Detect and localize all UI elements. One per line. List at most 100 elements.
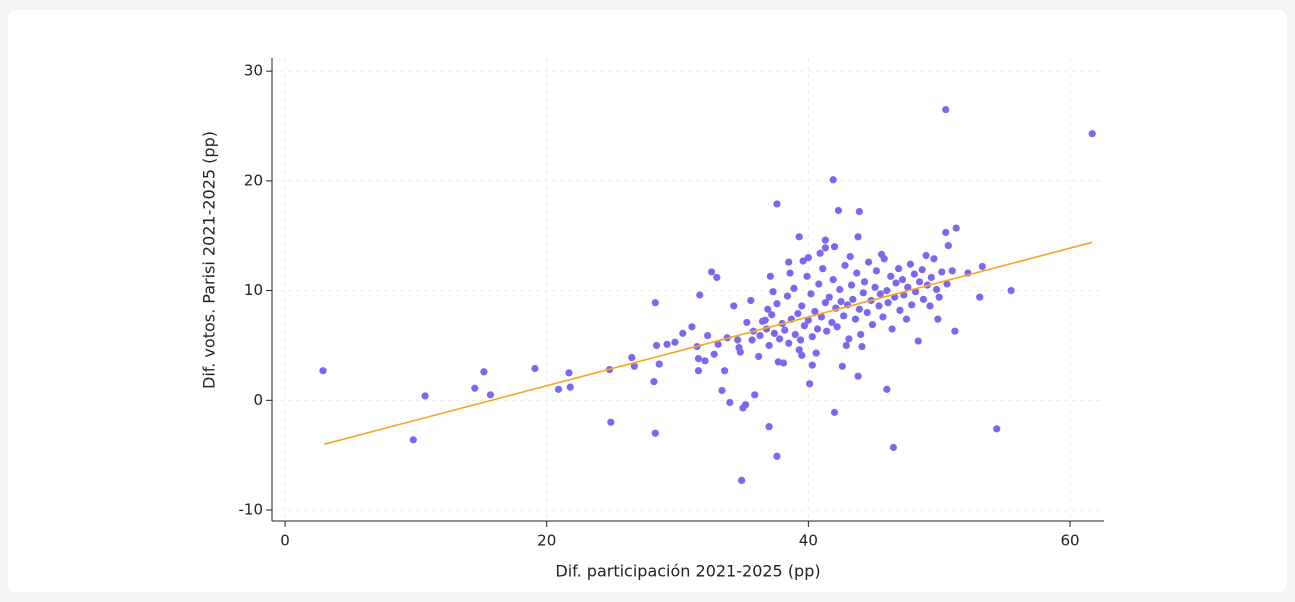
point xyxy=(978,262,986,271)
point xyxy=(486,391,495,399)
point xyxy=(872,267,880,275)
point xyxy=(707,268,716,276)
point xyxy=(565,369,573,377)
point xyxy=(765,423,773,431)
point xyxy=(895,265,903,273)
point xyxy=(823,327,831,335)
x-tick-label: 0 xyxy=(280,532,290,550)
point xyxy=(630,362,638,370)
point xyxy=(531,364,539,373)
point xyxy=(845,335,853,343)
y-tick-label: 10 xyxy=(244,281,263,299)
point xyxy=(773,300,781,308)
point xyxy=(859,289,867,297)
point xyxy=(804,254,812,262)
point xyxy=(651,429,659,437)
point xyxy=(701,357,709,365)
card xyxy=(8,10,1287,592)
point xyxy=(710,350,718,358)
point xyxy=(786,269,794,277)
point xyxy=(829,176,837,184)
point xyxy=(773,200,781,208)
point xyxy=(794,310,802,318)
point xyxy=(714,340,722,348)
point xyxy=(825,293,833,301)
point xyxy=(816,249,824,257)
point xyxy=(871,283,879,291)
point xyxy=(730,302,738,310)
point xyxy=(902,315,911,323)
fit-line xyxy=(324,241,1093,445)
point xyxy=(919,295,928,303)
point xyxy=(319,367,327,375)
point xyxy=(480,368,488,376)
point xyxy=(837,297,845,306)
point xyxy=(566,383,574,391)
point xyxy=(841,261,849,269)
point xyxy=(769,288,777,296)
point xyxy=(993,425,1001,433)
point xyxy=(861,278,869,286)
point xyxy=(795,346,803,354)
point xyxy=(943,280,951,288)
point xyxy=(908,301,916,309)
point xyxy=(951,327,959,335)
point xyxy=(663,340,671,348)
point xyxy=(930,255,938,263)
point xyxy=(421,392,429,400)
point xyxy=(795,233,803,241)
point xyxy=(829,276,837,284)
point xyxy=(628,353,636,362)
point xyxy=(471,384,479,392)
point xyxy=(726,398,734,407)
point xyxy=(694,367,703,375)
point xyxy=(887,272,895,280)
x-tick-label: 60 xyxy=(1060,532,1079,550)
point xyxy=(798,302,806,310)
point xyxy=(838,362,846,370)
point xyxy=(694,355,703,363)
point xyxy=(812,349,820,357)
y-tick-label: 30 xyxy=(244,62,263,80)
point xyxy=(888,325,896,333)
point xyxy=(803,272,811,280)
point xyxy=(747,296,755,305)
point xyxy=(813,325,822,333)
point xyxy=(806,380,814,388)
point xyxy=(409,436,417,444)
point xyxy=(821,236,829,244)
point xyxy=(741,401,750,409)
point xyxy=(768,311,776,319)
point xyxy=(851,315,860,323)
point xyxy=(790,284,798,293)
point xyxy=(791,330,799,339)
point xyxy=(828,318,836,327)
point xyxy=(713,273,721,282)
point xyxy=(808,361,816,369)
point xyxy=(650,378,658,386)
point xyxy=(944,242,952,250)
point xyxy=(704,331,712,340)
point xyxy=(878,250,886,258)
point xyxy=(938,268,946,276)
point xyxy=(773,452,781,460)
point xyxy=(889,443,897,452)
point xyxy=(651,299,659,307)
y-tick-label: 0 xyxy=(253,391,263,409)
point xyxy=(756,331,764,340)
point xyxy=(735,344,743,352)
point xyxy=(883,286,891,295)
point xyxy=(1088,130,1096,138)
point xyxy=(910,270,918,278)
point xyxy=(799,257,807,265)
point xyxy=(876,290,884,298)
point xyxy=(853,269,861,277)
point xyxy=(942,105,950,114)
point xyxy=(836,285,844,294)
point xyxy=(766,272,775,280)
point xyxy=(914,337,922,345)
x-tick-label: 20 xyxy=(537,532,556,550)
point xyxy=(679,329,687,337)
point xyxy=(743,318,751,327)
point xyxy=(819,265,827,273)
